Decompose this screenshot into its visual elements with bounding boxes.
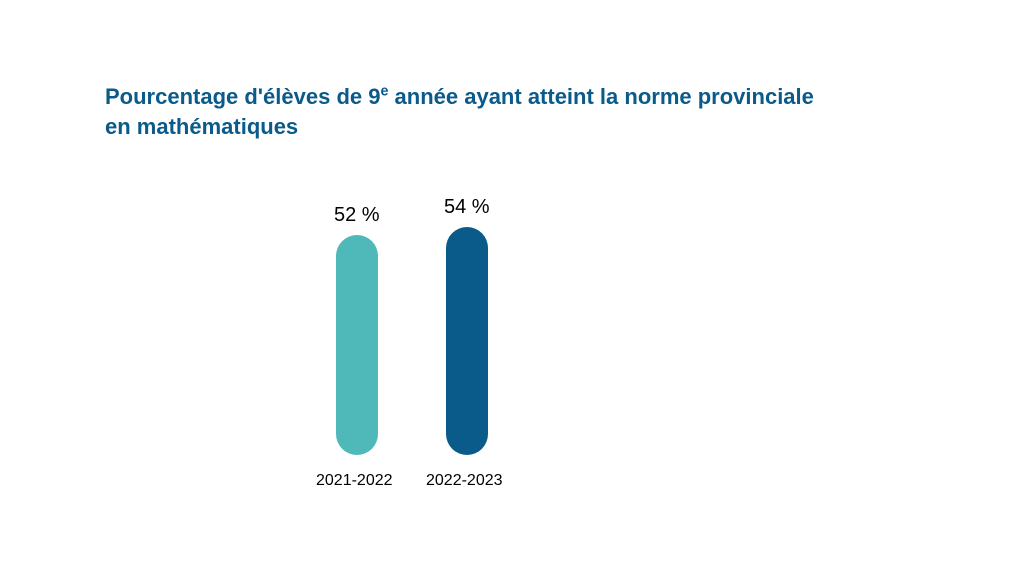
bar-2021-2022: [336, 235, 378, 455]
bar-group-2022-2023: 54 %: [444, 196, 490, 455]
category-label-2021-2022: 2021-2022: [316, 472, 393, 490]
bar-value-label: 52 %: [334, 204, 380, 227]
bar-2022-2023: [446, 227, 488, 455]
chart-title: Pourcentage d'élèves de 9e année ayant a…: [105, 82, 825, 141]
bar-group-2021-2022: 52 %: [334, 204, 380, 455]
bar-value-label: 54 %: [444, 196, 490, 219]
title-pre: Pourcentage d'élèves de 9: [105, 84, 380, 109]
bar-chart: 52 % 54 % 2021-2022 2022-2023: [310, 170, 575, 490]
category-label-2022-2023: 2022-2023: [426, 472, 503, 490]
